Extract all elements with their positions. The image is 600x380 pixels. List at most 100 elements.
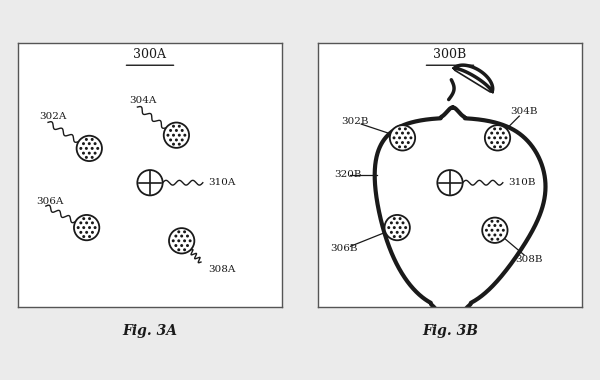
Circle shape	[172, 240, 174, 242]
Circle shape	[92, 222, 93, 224]
Circle shape	[97, 147, 98, 149]
Circle shape	[83, 218, 85, 219]
Circle shape	[396, 142, 397, 143]
Circle shape	[170, 139, 172, 141]
Circle shape	[500, 128, 501, 130]
Circle shape	[485, 230, 487, 231]
Text: 302A: 302A	[39, 112, 67, 121]
Circle shape	[167, 135, 169, 136]
Circle shape	[178, 249, 179, 250]
Circle shape	[178, 240, 179, 242]
Circle shape	[77, 227, 79, 228]
Circle shape	[404, 146, 406, 147]
Circle shape	[400, 227, 401, 228]
Circle shape	[500, 146, 501, 147]
Circle shape	[88, 143, 90, 144]
Circle shape	[170, 130, 172, 131]
Circle shape	[485, 125, 510, 150]
Circle shape	[497, 230, 499, 231]
Text: Fig. 3B: Fig. 3B	[422, 323, 478, 337]
Circle shape	[404, 137, 406, 139]
Circle shape	[390, 125, 415, 150]
Circle shape	[503, 230, 504, 231]
Circle shape	[184, 135, 185, 136]
Circle shape	[74, 215, 100, 240]
Circle shape	[488, 225, 490, 226]
Circle shape	[391, 231, 392, 233]
Circle shape	[94, 152, 96, 154]
Circle shape	[83, 227, 85, 228]
Circle shape	[88, 152, 90, 154]
Circle shape	[393, 137, 395, 139]
Circle shape	[494, 137, 496, 139]
Circle shape	[169, 228, 194, 253]
Circle shape	[91, 139, 93, 140]
Circle shape	[77, 136, 102, 161]
Circle shape	[497, 238, 499, 240]
Circle shape	[491, 238, 493, 240]
Circle shape	[500, 225, 502, 226]
Circle shape	[391, 222, 392, 224]
Circle shape	[396, 132, 397, 134]
Circle shape	[187, 235, 188, 237]
Circle shape	[86, 147, 87, 149]
Circle shape	[176, 130, 177, 131]
Circle shape	[176, 139, 177, 141]
Circle shape	[179, 135, 180, 136]
Circle shape	[437, 170, 463, 195]
Circle shape	[402, 231, 404, 233]
Circle shape	[388, 227, 389, 228]
Circle shape	[397, 231, 398, 233]
Circle shape	[497, 142, 499, 143]
Circle shape	[83, 236, 85, 238]
Circle shape	[494, 146, 496, 147]
Text: 302B: 302B	[341, 117, 369, 127]
Circle shape	[175, 235, 176, 237]
Text: 308B: 308B	[515, 255, 543, 264]
Circle shape	[179, 143, 180, 145]
Circle shape	[175, 245, 176, 246]
Circle shape	[91, 157, 93, 158]
Circle shape	[503, 142, 504, 143]
Circle shape	[491, 220, 493, 222]
Circle shape	[405, 227, 406, 228]
Circle shape	[401, 132, 403, 134]
Circle shape	[86, 222, 88, 224]
Circle shape	[497, 220, 499, 222]
Circle shape	[92, 231, 93, 233]
Circle shape	[86, 231, 88, 233]
Text: 306A: 306A	[37, 197, 64, 206]
Circle shape	[181, 235, 182, 237]
Circle shape	[80, 147, 82, 149]
Circle shape	[491, 230, 493, 231]
Circle shape	[173, 143, 174, 145]
Circle shape	[184, 249, 185, 250]
Circle shape	[184, 231, 185, 233]
Circle shape	[181, 245, 182, 246]
Circle shape	[173, 125, 174, 127]
Circle shape	[173, 135, 174, 136]
Circle shape	[404, 128, 406, 130]
Circle shape	[184, 240, 185, 242]
Circle shape	[86, 157, 87, 158]
Circle shape	[399, 146, 400, 147]
Circle shape	[488, 234, 490, 236]
Circle shape	[91, 147, 93, 149]
Circle shape	[86, 139, 87, 140]
Circle shape	[491, 142, 493, 143]
Circle shape	[385, 215, 410, 240]
Circle shape	[497, 132, 499, 134]
Circle shape	[401, 142, 403, 143]
Circle shape	[491, 132, 493, 134]
Circle shape	[80, 222, 82, 224]
Circle shape	[394, 236, 395, 238]
Circle shape	[394, 218, 395, 219]
Circle shape	[179, 125, 180, 127]
Circle shape	[89, 218, 91, 219]
Text: 300B: 300B	[433, 48, 467, 61]
Circle shape	[503, 132, 504, 134]
Circle shape	[83, 152, 84, 154]
Circle shape	[164, 122, 189, 148]
Circle shape	[407, 132, 409, 134]
Text: 310A: 310A	[208, 178, 235, 187]
